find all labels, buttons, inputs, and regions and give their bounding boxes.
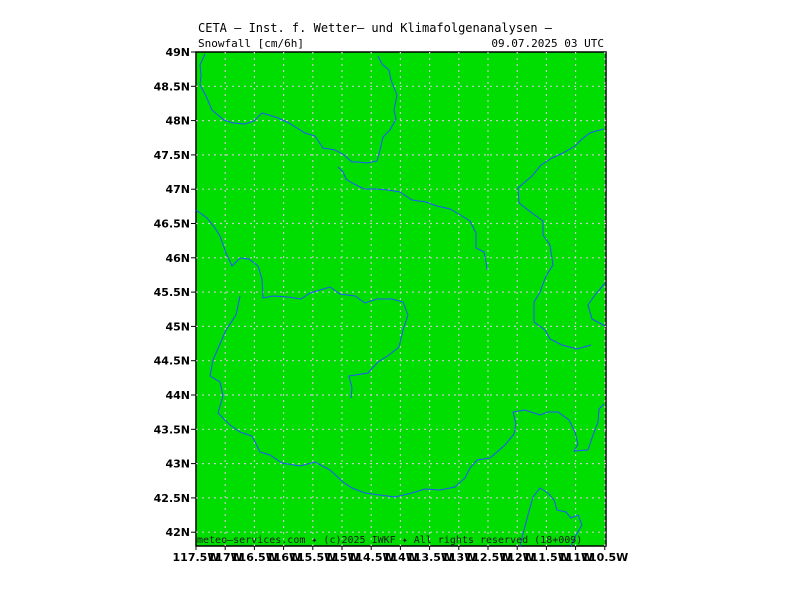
longitude-label: 112.5W (465, 551, 512, 564)
map-title: CETA — Inst. f. Wetter— und Klimafolgena… (198, 21, 553, 35)
latitude-label: 47N (165, 183, 190, 196)
longitude-label: 116W (266, 551, 301, 564)
latitude-label: 45N (165, 320, 190, 333)
latitude-label: 42N (165, 526, 190, 539)
valid-time-label: 09.07.2025 03 UTC (489, 37, 606, 50)
border-line (587, 282, 606, 327)
latitude-label: 46.5N (154, 218, 190, 231)
latitude-axis: 49N 48.5N 48N 47.5N 47N 46.5N 46N 45.5N 45N 44.5N… (154, 46, 196, 539)
latitude-label: 49N (165, 46, 190, 59)
longitude-label: 110.5W (581, 551, 628, 564)
longitude-label: 114W (383, 551, 418, 564)
longitude-label: 115.5W (289, 551, 336, 564)
border-line (199, 53, 398, 164)
longitude-label: 113.5W (406, 551, 453, 564)
latitude-label: 42.5N (154, 492, 190, 505)
border-line (337, 166, 488, 271)
latitude-label: 43N (165, 458, 190, 471)
variable-label: Snowfall [cm/6h] (196, 37, 306, 50)
longitude-label: 111.5W (523, 551, 570, 564)
latitude-label: 46N (165, 252, 190, 265)
graticule (196, 52, 606, 546)
border-line (348, 375, 353, 399)
copyright-footer: meteo—services.com ✦ (c)2025 IWKF ✦ All … (197, 535, 583, 546)
longitude-label: 116.5W (231, 551, 278, 564)
border-line (519, 487, 583, 547)
longitude-label: 114.5W (348, 551, 395, 564)
latitude-label: 48.5N (154, 80, 190, 93)
longitude-label: 117.5W (173, 551, 220, 564)
border-line (209, 295, 605, 498)
latitude-label: 44N (165, 389, 190, 402)
border-line (195, 209, 409, 377)
latitude-label: 43.5N (154, 423, 190, 436)
longitude-label: 113W (441, 551, 476, 564)
latitude-label: 44.5N (154, 355, 190, 368)
longitude-label: 117W (208, 551, 243, 564)
header-strip: Snowfall [cm/6h] 09.07.2025 03 UTC (196, 38, 606, 52)
border-lines (195, 53, 606, 547)
longitude-axis: 117.5W117W116.5W116W115.5W115W114.5W114W… (173, 546, 628, 564)
longitude-label: 115W (324, 551, 359, 564)
longitude-label: 112W (500, 551, 535, 564)
latitude-label: 45.5N (154, 286, 190, 299)
longitude-label: 111W (558, 551, 593, 564)
latitude-label: 47.5N (154, 149, 190, 162)
latitude-label: 48N (165, 115, 190, 128)
border-line (517, 128, 605, 350)
